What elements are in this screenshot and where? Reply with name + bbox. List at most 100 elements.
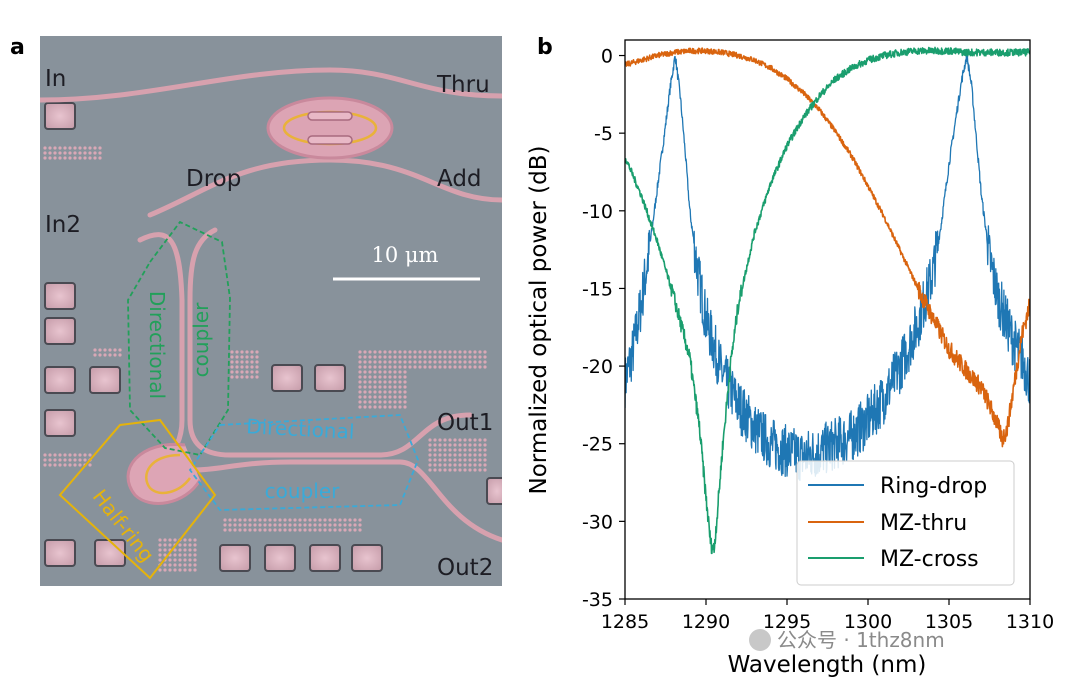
dot [378,395,382,399]
dot [43,156,47,160]
x-tick-label: 1290 [682,611,730,633]
pad [44,317,76,345]
dot [243,528,247,532]
dot [93,156,97,160]
dot [458,443,462,447]
dot [478,448,482,452]
dot [358,385,362,389]
dot [68,458,72,462]
legend-label-mz-thru: MZ-thru [880,511,967,536]
dot [193,563,197,567]
dot [118,353,122,357]
dot [358,365,362,369]
dot [373,395,377,399]
dot [353,523,357,527]
watermark-text: 公众号 · 1thz8nm [777,628,945,652]
dot [458,350,462,354]
dot [458,458,462,462]
dot [458,448,462,452]
dot [453,355,457,359]
dot [368,400,372,404]
dot [240,360,244,364]
half-ring-heater [145,453,192,495]
dot [393,385,397,389]
dot [398,395,402,399]
dot [178,543,182,547]
dot [373,350,377,354]
dot [433,458,437,462]
dot [250,350,254,354]
ring-arm-top [307,111,353,121]
dot [383,350,387,354]
dot [438,355,442,359]
dot [368,355,372,359]
dot [313,523,317,527]
half-ring-body [126,442,202,505]
dot [338,528,342,532]
dot [463,448,467,452]
dot [53,156,57,160]
dot [443,350,447,354]
dot [253,518,257,522]
dot [403,355,407,359]
dot [368,405,372,409]
dot [245,350,249,354]
dot [178,563,182,567]
dot [168,568,172,572]
dot [173,548,177,552]
dot [358,523,362,527]
dot [188,568,192,572]
dot [230,355,234,359]
dot [473,463,477,467]
y-tick-label: -15 [582,278,613,300]
dot [458,360,462,364]
dot [378,375,382,379]
dot [378,385,382,389]
dot [483,438,487,442]
dot [243,523,247,527]
dot [313,518,317,522]
dot [408,350,412,354]
dot [168,543,172,547]
dot [478,438,482,442]
dot [483,350,487,354]
dot [483,468,487,472]
dot [438,365,442,369]
dot [403,400,407,404]
dot [163,548,167,552]
dot [333,523,337,527]
dot [458,468,462,472]
dot [368,380,372,384]
dot [398,380,402,384]
dot [438,443,442,447]
dot [363,370,367,374]
dot [448,443,452,447]
x-tick-label: 1310 [1006,611,1054,633]
dot [463,458,467,462]
dot [428,458,432,462]
dot [53,151,57,155]
dot [258,523,262,527]
dot [98,156,102,160]
dot [393,365,397,369]
dot [188,558,192,562]
dot [483,355,487,359]
dot [468,468,472,472]
waveguide-in-thru [40,67,502,103]
dot [423,355,427,359]
dot [388,380,392,384]
x-tick-label: 1285 [601,611,649,633]
dot [378,370,382,374]
dot [240,370,244,374]
dot [173,563,177,567]
dot [443,448,447,452]
dot [413,350,417,354]
dot [183,543,187,547]
dot [473,350,477,354]
dot [393,405,397,409]
dot [428,350,432,354]
dot [323,518,327,522]
dot [88,463,92,467]
legend-box [796,460,1015,586]
